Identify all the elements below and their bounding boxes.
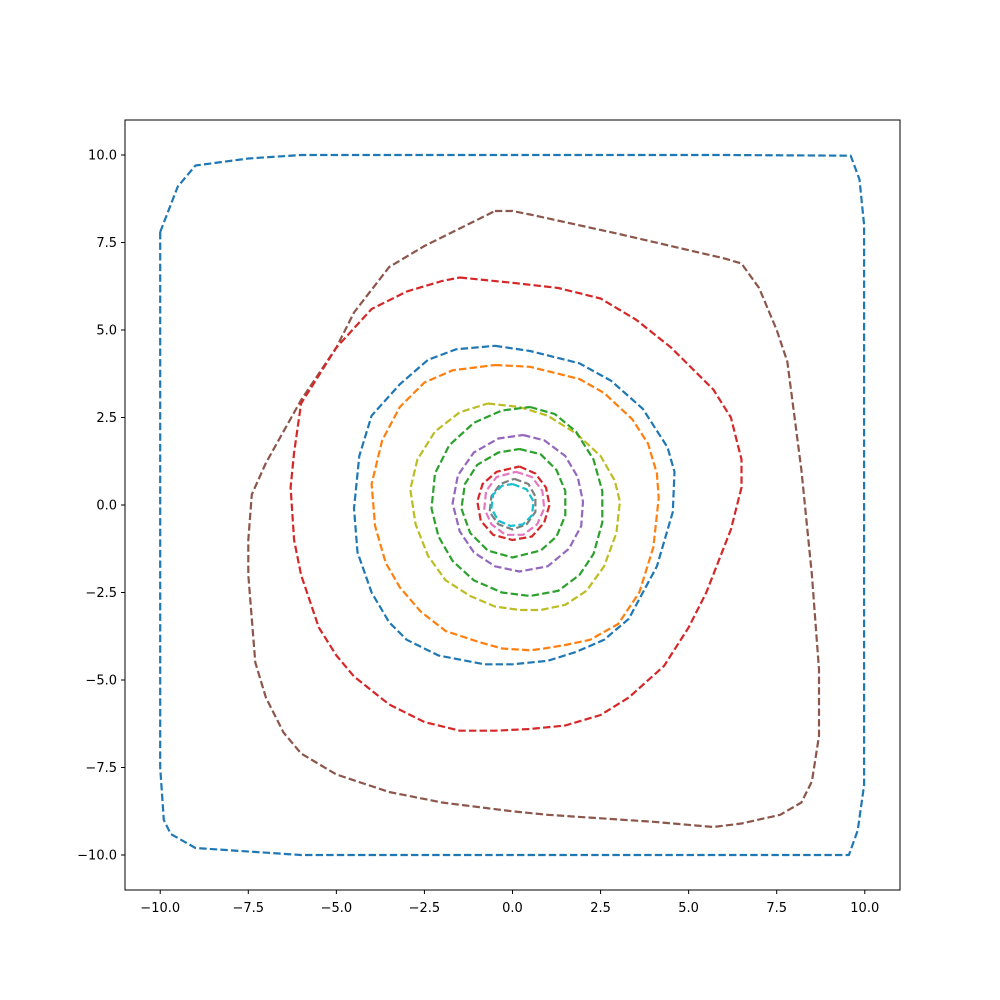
y-tick-label: 0.0 <box>96 499 117 514</box>
series-2-line <box>247 209 821 829</box>
x-tick-label: −7.5 <box>233 901 265 916</box>
y-tick-label: 2.5 <box>96 411 117 426</box>
y-tick-label: 5.0 <box>96 324 117 339</box>
plot-frame <box>124 119 901 891</box>
series-1-line <box>159 153 866 857</box>
series-13-line <box>490 482 535 528</box>
y-tick-label: −2.5 <box>85 586 117 601</box>
y-tick-label: −7.5 <box>85 761 117 776</box>
series-6-line <box>409 402 621 612</box>
series-11-line <box>483 470 546 536</box>
y-tick-label: −5.0 <box>85 674 117 689</box>
y-axis: −10.0 −7.5 −5.0 −2.5 0.0 2.5 5.0 7.5 10.0 <box>77 149 125 864</box>
x-axis: −10.0 −7.5 −5.0 −2.5 0.0 2.5 5.0 7.5 10.0 <box>140 890 879 916</box>
series-8-line <box>451 433 585 573</box>
series-5-line <box>370 363 660 652</box>
series-9-line <box>460 447 567 559</box>
y-tick-label: −10.0 <box>77 849 117 864</box>
x-tick-label: −2.5 <box>409 901 441 916</box>
x-tick-label: −5.0 <box>321 901 353 916</box>
x-tick-label: 10.0 <box>850 901 879 916</box>
y-tick-label: 7.5 <box>96 236 117 251</box>
curves <box>159 153 866 857</box>
series-10-line <box>476 465 551 542</box>
series-12-line <box>488 477 537 531</box>
series-4-line <box>352 344 676 666</box>
x-tick-label: −10.0 <box>140 901 180 916</box>
x-tick-label: 0.0 <box>502 901 523 916</box>
x-tick-label: 7.5 <box>766 901 787 916</box>
series-7-line <box>430 405 604 598</box>
y-tick-label: 10.0 <box>88 149 117 164</box>
series-3-line <box>289 276 743 732</box>
x-tick-label: 5.0 <box>678 901 699 916</box>
x-tick-label: 2.5 <box>590 901 611 916</box>
